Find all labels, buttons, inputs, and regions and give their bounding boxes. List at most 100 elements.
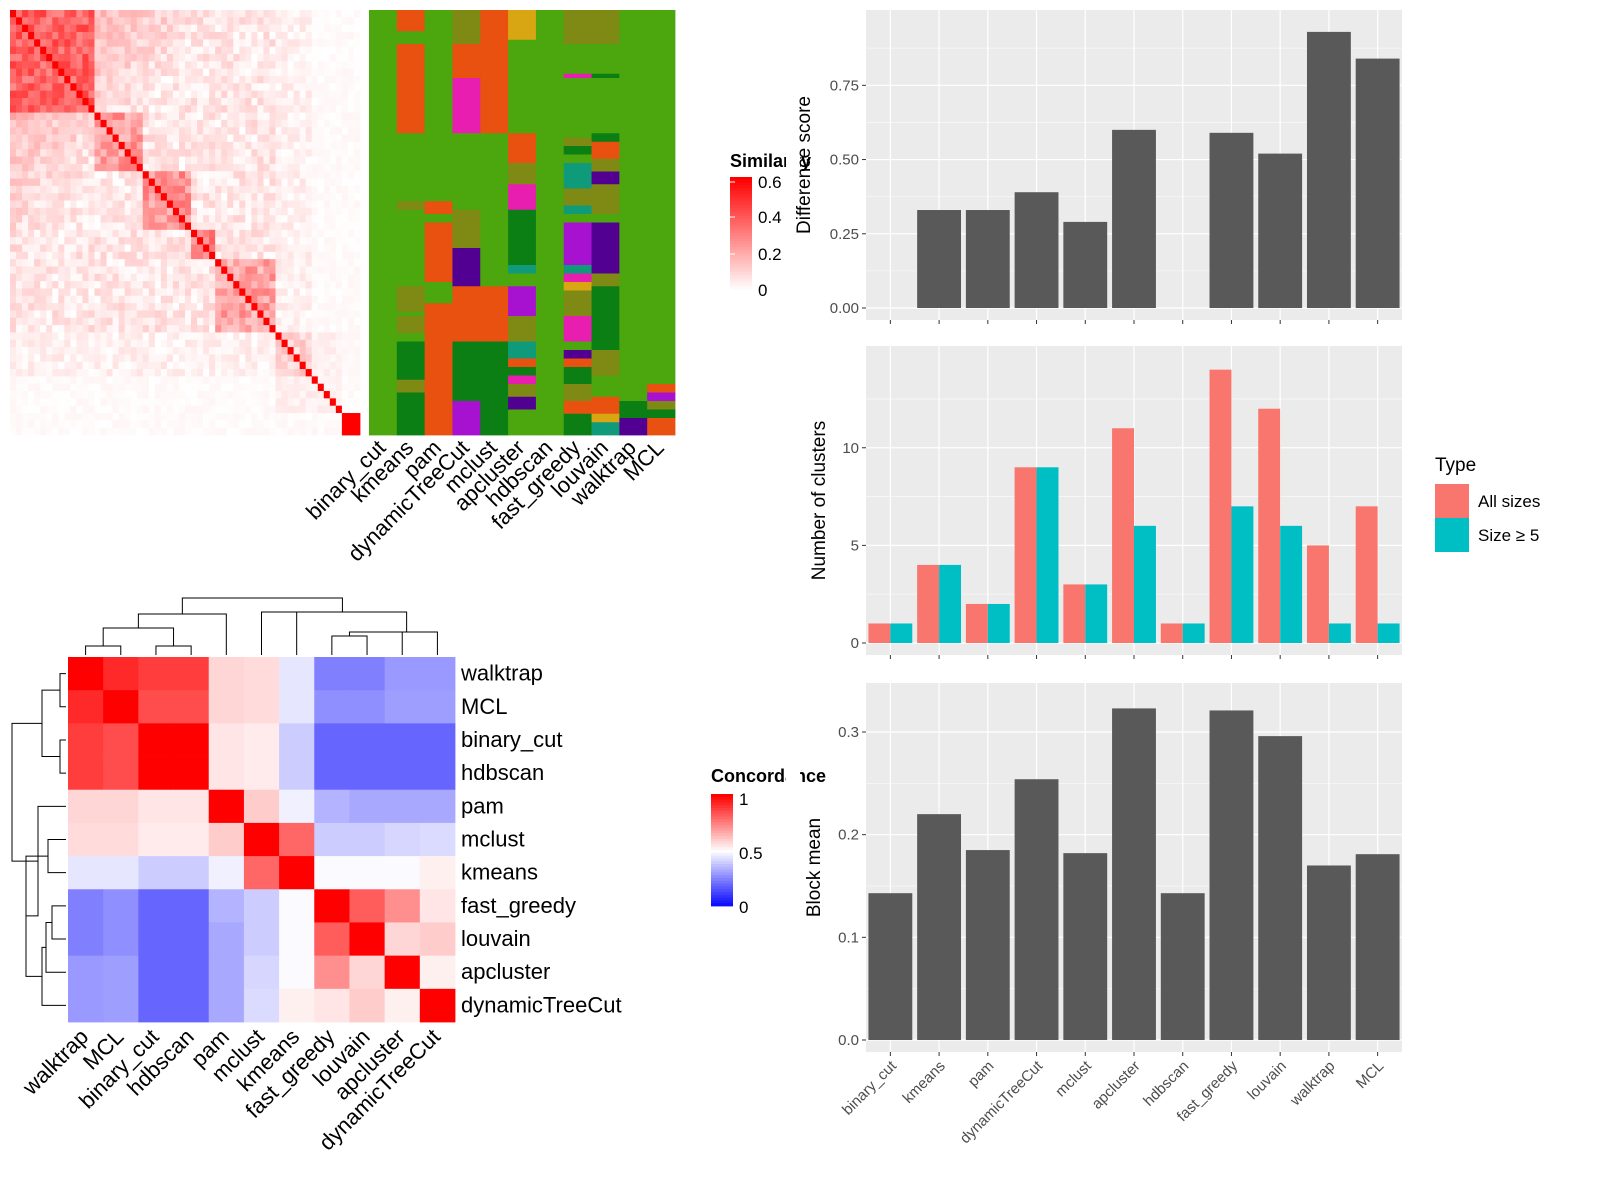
assignment-cell [563,10,592,45]
similarity-cell [299,369,307,377]
similarity-cell [335,229,343,238]
similarity-cell [166,53,174,62]
similarity-cell [185,185,192,194]
similarity-cell [10,75,17,84]
similarity-cell [311,347,319,355]
similarity-cell [88,17,95,26]
similarity-cell [142,361,150,370]
similarity-cell [82,244,89,253]
similarity-cell [257,347,264,355]
similarity-cell [305,420,313,429]
similarity-cell [293,141,301,150]
similarity-cell [88,31,95,40]
similarity-cell [335,405,343,414]
similarity-cell [185,339,192,348]
similarity-cell [263,68,270,77]
similarity-cell [172,427,180,436]
similarity-cell [263,413,270,421]
dendrogram-link [375,631,438,655]
similarity-cell [209,391,216,399]
similarity-cell [203,134,210,143]
similarity-cell [22,376,29,385]
similarity-cell [82,156,89,165]
similarity-cell [28,391,35,399]
similarity-cell [353,156,361,165]
similarity-cell [317,391,325,399]
similarity-cell [64,46,71,55]
similarity-cell [34,303,41,311]
similarity-cell [178,112,186,121]
similarity-cell [94,295,101,304]
similarity-cell [106,185,113,194]
similarity-cell [148,39,156,48]
similarity-cell [52,75,59,84]
similarity-cell [40,339,47,348]
similarity-cell [317,17,325,26]
similarity-cell [341,215,349,223]
similarity-cell [221,97,228,106]
similarity-cell [227,376,234,385]
similarity-cell [335,90,343,99]
similarity-cell [329,10,337,18]
similarity-cell [142,310,150,319]
similarity-cell [10,339,17,348]
similarity-cell [64,325,71,333]
similarity-cell [227,427,234,436]
similarity-cell [34,288,41,297]
similarity-cell [197,105,204,113]
similarity-cell [28,251,35,260]
similarity-cell [221,185,228,194]
similarity-cell [287,229,295,238]
similarity-cell [172,149,180,157]
similarity-cell [10,317,17,326]
concordance-legend-step [711,878,733,882]
similarity-cell [287,398,295,407]
similarity-cell [317,288,325,297]
similarity-cell [178,295,186,304]
similarity-cell [227,171,234,179]
similarity-cell [281,273,288,282]
similarity-cell [245,347,252,355]
similarity-cell [281,112,288,121]
similarity-cell [191,215,198,223]
x-tick-label: kmeans [900,1058,949,1107]
similarity-cell [136,251,144,260]
similarity-cell [46,259,53,267]
similarity-cell [142,347,150,355]
concordance-legend-step [711,869,733,873]
similarity-cell [100,75,107,84]
similarity-cell [58,295,65,304]
similarity-cell [305,61,313,70]
similarity-cell [341,369,349,377]
similarity-cell [299,244,307,253]
similarity-cell [34,83,41,92]
similarity-cell [118,68,126,77]
similarity-cell [257,24,264,33]
similarity-cell [317,119,325,128]
similarity-cell [82,207,89,216]
similarity-cell [58,53,65,62]
similarity-cell [46,361,53,370]
similarity-cell [124,339,132,348]
similarity-cell [293,61,301,70]
concordance-cell [68,690,104,724]
similarity-cell [172,281,180,289]
similarity-cell [46,149,53,157]
similarity-cell [112,376,120,385]
similarity-cell [22,420,29,429]
similarity-cell [347,141,355,150]
similarity-cell [16,317,23,326]
similarity-cell [16,17,23,26]
similarity-cell [317,134,325,143]
similarity-cell [221,10,228,18]
similarity-cell [64,266,71,275]
similarity-cell [28,90,35,99]
similarity-cell [263,53,270,62]
concordance-cell [103,822,139,857]
similarity-cell [323,171,331,179]
similarity-cell [106,325,113,333]
assignment-cell [396,392,426,436]
similarity-cell [221,369,228,377]
similarity-legend-step [730,185,752,189]
similarity-cell [353,163,361,172]
